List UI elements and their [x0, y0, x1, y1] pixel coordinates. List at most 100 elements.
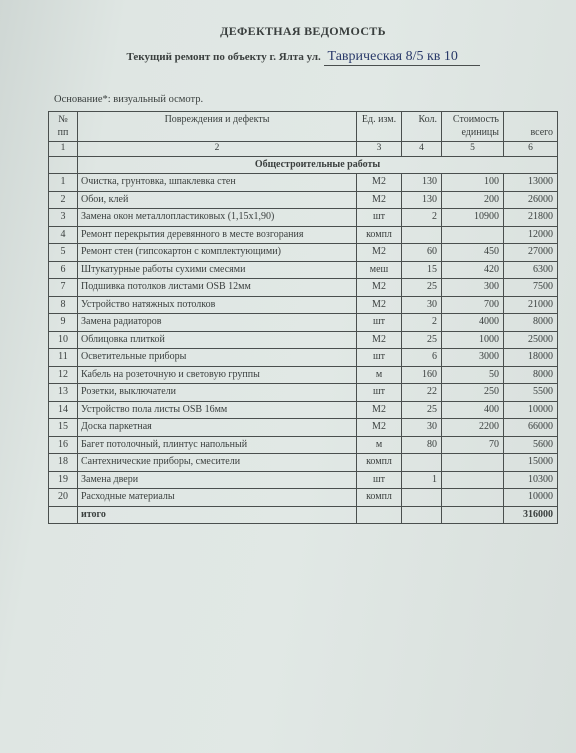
- cell-num: 14: [49, 401, 78, 419]
- cell-num: 16: [49, 436, 78, 454]
- cell-unit: М2: [357, 331, 402, 349]
- cell-unit: компл: [357, 454, 402, 472]
- cell-desc: Обои, клей: [78, 191, 357, 209]
- cell-price: 450: [442, 244, 504, 262]
- cell-qty: [402, 454, 442, 472]
- cell-desc: Замена двери: [78, 471, 357, 489]
- cell-qty: 2: [402, 209, 442, 227]
- cell-unit: М2: [357, 419, 402, 437]
- cell-num: 18: [49, 454, 78, 472]
- cell-desc: Багет потолочный, плинтус напольный: [78, 436, 357, 454]
- cell-num: 11: [49, 349, 78, 367]
- cell-desc: Замена окон металлопластиковых (1,15х1,9…: [78, 209, 357, 227]
- cell-unit: м: [357, 366, 402, 384]
- table-head: № пп Повреждения и дефекты Ед. изм. Кол.…: [49, 112, 558, 142]
- cell-unit: М2: [357, 279, 402, 297]
- table-row: 1Очистка, грунтовка, шпаклевка стенМ2130…: [49, 174, 558, 192]
- cell-total: 8000: [504, 314, 558, 332]
- cell-total: 15000: [504, 454, 558, 472]
- cell-unit: м: [357, 436, 402, 454]
- cell-unit: компл: [357, 226, 402, 244]
- cell-num: 1: [49, 174, 78, 192]
- cell-unit: шт: [357, 471, 402, 489]
- cell-qty: 25: [402, 331, 442, 349]
- cell-num: 13: [49, 384, 78, 402]
- cell-desc: Доска паркетная: [78, 419, 357, 437]
- table-row: 3Замена окон металлопластиковых (1,15х1,…: [49, 209, 558, 227]
- table-row: 13Розетки, выключателишт222505500: [49, 384, 558, 402]
- cell-desc: Сантехнические приборы, смесители: [78, 454, 357, 472]
- cell-qty: 30: [402, 296, 442, 314]
- cell-qty: 22: [402, 384, 442, 402]
- cell-num: 4: [49, 226, 78, 244]
- section-header: Общестроительные работы: [49, 156, 558, 174]
- cell-total: 5500: [504, 384, 558, 402]
- cell-qty: 25: [402, 401, 442, 419]
- cell-price: [442, 454, 504, 472]
- cell-unit: шт: [357, 384, 402, 402]
- cell-price: 2200: [442, 419, 504, 437]
- table-row: 2Обои, клейМ213020026000: [49, 191, 558, 209]
- subtitle-prefix: Текущий ремонт по объекту г. Ялта ул.: [126, 51, 320, 63]
- cell-price: [442, 471, 504, 489]
- cell-num: 7: [49, 279, 78, 297]
- colnum: 5: [442, 142, 504, 157]
- cell-total: 21800: [504, 209, 558, 227]
- cell-qty: 15: [402, 261, 442, 279]
- cell-total: 7500: [504, 279, 558, 297]
- cell-total: 10300: [504, 471, 558, 489]
- cell-qty: 6: [402, 349, 442, 367]
- footer-label: итого: [78, 506, 357, 524]
- cell-unit: М2: [357, 244, 402, 262]
- cell-qty: 1: [402, 471, 442, 489]
- th-unit: Ед. изм.: [357, 112, 402, 142]
- th-price: Стоимость единицы: [442, 112, 504, 142]
- table-row: 15Доска паркетнаяМ230220066000: [49, 419, 558, 437]
- cell-price: 1000: [442, 331, 504, 349]
- cell-num: 5: [49, 244, 78, 262]
- footer-total: 316000: [504, 506, 558, 524]
- th-desc: Повреждения и дефекты: [78, 112, 357, 142]
- colnum: 6: [504, 142, 558, 157]
- table-row: 18Сантехнические приборы, смесителикомпл…: [49, 454, 558, 472]
- cell-total: 6300: [504, 261, 558, 279]
- cell-price: 400: [442, 401, 504, 419]
- cell-unit: меш: [357, 261, 402, 279]
- table-row: 19Замена дверишт110300: [49, 471, 558, 489]
- cell-desc: Подшивка потолков листами OSB 12мм: [78, 279, 357, 297]
- cell-unit: М2: [357, 174, 402, 192]
- table-row: 14Устройство пола листы OSB 16ммМ2254001…: [49, 401, 558, 419]
- cell-num: 9: [49, 314, 78, 332]
- cell-desc: Осветительные приборы: [78, 349, 357, 367]
- cell-price: 300: [442, 279, 504, 297]
- cell-qty: 30: [402, 419, 442, 437]
- section-title: Общестроительные работы: [78, 156, 558, 174]
- doc-title: ДЕФЕКТНАЯ ВЕДОМОСТЬ: [48, 24, 558, 39]
- cell-desc: Расходные материалы: [78, 489, 357, 507]
- cell-desc: Облицовка плиткой: [78, 331, 357, 349]
- table-row: 5Ремонт стен (гипсокартон с комплектующи…: [49, 244, 558, 262]
- defect-table: № пп Повреждения и дефекты Ед. изм. Кол.…: [48, 111, 558, 524]
- table-row: 10Облицовка плиткойМ225100025000: [49, 331, 558, 349]
- cell-total: 5600: [504, 436, 558, 454]
- cell-price: 700: [442, 296, 504, 314]
- cell-qty: 80: [402, 436, 442, 454]
- cell-desc: Ремонт перекрытия деревянного в месте во…: [78, 226, 357, 244]
- cell-total: 10000: [504, 401, 558, 419]
- cell-desc: Ремонт стен (гипсокартон с комплектующим…: [78, 244, 357, 262]
- doc-subtitle: Текущий ремонт по объекту г. Ялта ул. Та…: [48, 49, 558, 66]
- cell-price: 70: [442, 436, 504, 454]
- table-row: 8Устройство натяжных потолковМ2307002100…: [49, 296, 558, 314]
- colnum: 4: [402, 142, 442, 157]
- th-qty: Кол.: [402, 112, 442, 142]
- table-row: 7Подшивка потолков листами OSB 12ммМ2253…: [49, 279, 558, 297]
- table-footer: итого 316000: [49, 506, 558, 524]
- cell-unit: М2: [357, 191, 402, 209]
- colnum: 2: [78, 142, 357, 157]
- cell-qty: 2: [402, 314, 442, 332]
- cell-total: 18000: [504, 349, 558, 367]
- cell-total: 66000: [504, 419, 558, 437]
- cell-price: [442, 489, 504, 507]
- cell-price: 4000: [442, 314, 504, 332]
- cell-num: 8: [49, 296, 78, 314]
